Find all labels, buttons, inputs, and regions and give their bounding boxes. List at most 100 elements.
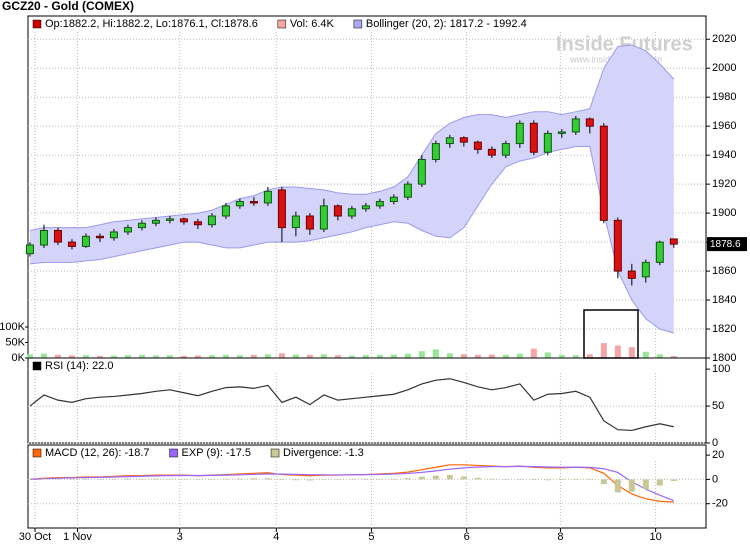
chart-title: GCZ20 - Gold (COMEX) [2, 0, 134, 13]
volume-bar [446, 353, 453, 358]
divergence-bar [124, 478, 131, 480]
volume-bar [670, 356, 677, 358]
bollinger-band [29, 45, 674, 334]
volume-tick-label: 100K [0, 321, 26, 333]
divergence-bar [390, 478, 397, 480]
divergence-bar [404, 478, 411, 480]
volume-bar [600, 343, 607, 358]
legend-swatch [32, 19, 42, 29]
bollinger-line [29, 145, 674, 334]
candle-body [277, 189, 286, 229]
volume-bar [502, 354, 509, 358]
candle-body [487, 148, 496, 156]
divergence-bar [292, 479, 299, 481]
candle-body [543, 132, 552, 153]
divergence-bar [180, 479, 187, 480]
legend-swatch [32, 361, 42, 371]
divergence-bar [110, 478, 117, 480]
divergence-bar [376, 478, 383, 480]
volume-tick-label: 0K [12, 352, 26, 364]
volume-bar [82, 355, 89, 358]
volume-bar [418, 351, 425, 358]
candle-body [361, 205, 370, 210]
divergence-bar [68, 479, 75, 480]
y-tick-label: 1800 [712, 352, 736, 364]
volume-bar [124, 355, 131, 358]
volume-bar [54, 354, 61, 358]
legend-label: RSI (14): 22.0 [45, 360, 113, 372]
volume-tick-label: 50K [5, 336, 25, 348]
legend-label: Vol: 6.4K [290, 18, 335, 30]
volume-bar [544, 352, 551, 358]
legend-label: Divergence: -1.3 [283, 447, 364, 459]
candle-body [655, 241, 664, 263]
legend-bg [29, 17, 705, 31]
candle-body [207, 215, 216, 226]
candle-body [151, 219, 160, 224]
candle-body [235, 201, 244, 207]
candle-body [641, 261, 650, 278]
volume-bar [180, 355, 187, 358]
candle-body [445, 137, 454, 145]
y-tick-label: 1920 [712, 178, 736, 190]
x-tick-label: 6 [464, 531, 470, 543]
legend-swatch [277, 19, 287, 29]
divergence-bar [348, 479, 355, 480]
divergence-bar [488, 478, 495, 480]
legend-label: Op:1882.2, Hi:1882.2, Lo:1876.1, Cl:1878… [45, 18, 258, 30]
divergence-bar [362, 479, 369, 480]
divergence-bar [446, 475, 453, 480]
divergence-bar [306, 479, 313, 481]
panel-frame [27, 15, 707, 359]
series-line [29, 465, 675, 502]
legend-label: Bollinger (20, 2): 1817.2 - 1992.4 [366, 18, 527, 30]
divergence-bar [152, 478, 159, 480]
volume-bar [628, 347, 635, 358]
divergence-bar [460, 476, 467, 480]
volume-bar [516, 353, 523, 358]
volume-bar [208, 355, 215, 358]
y-tick-label: 2000 [712, 62, 736, 74]
divergence-bar [516, 479, 523, 480]
divergence-bar [250, 478, 257, 480]
x-tick-label: 4 [273, 531, 279, 543]
y-tick-label: 1860 [712, 265, 736, 277]
volume-bar [278, 353, 285, 358]
divergence-bar [572, 479, 579, 480]
volume-bar [390, 354, 397, 358]
legend-swatch [32, 448, 42, 458]
candle-body [39, 229, 48, 246]
x-tick-label: 1 Nov [63, 531, 92, 543]
candle-body [599, 125, 608, 221]
divergence-bar [586, 479, 593, 480]
divergence-bar [264, 478, 271, 480]
volume-bar [376, 354, 383, 358]
divergence-bar [600, 479, 607, 485]
divergence-bar [208, 479, 215, 480]
legend-bg [29, 446, 705, 460]
volume-bar [488, 354, 495, 358]
volume-bar [530, 348, 537, 358]
last-price-label: 1878.6 [710, 239, 741, 250]
y-tick-label: -20 [712, 498, 728, 510]
y-tick-label: 1840 [712, 294, 736, 306]
volume-bar [362, 355, 369, 358]
x-tick-label: 30 Oct [19, 531, 51, 543]
y-tick-label: 1820 [712, 323, 736, 335]
divergence-bar [96, 479, 103, 480]
volume-bar [320, 354, 327, 358]
divergence-bar [656, 479, 663, 486]
y-tick-label: 50 [712, 400, 724, 412]
legend-bg [29, 359, 705, 373]
candle-body [137, 222, 146, 229]
candle-body [333, 205, 342, 217]
candle-body [319, 205, 328, 230]
divergence-bar [222, 478, 229, 480]
legend-label: MACD (12, 26): -18.7 [45, 447, 150, 459]
series-line [29, 378, 674, 432]
candle-body [53, 229, 62, 243]
volume-bar [572, 355, 579, 358]
highlight-box [583, 309, 639, 359]
divergence-bar [670, 479, 677, 481]
candle-body [557, 131, 566, 134]
